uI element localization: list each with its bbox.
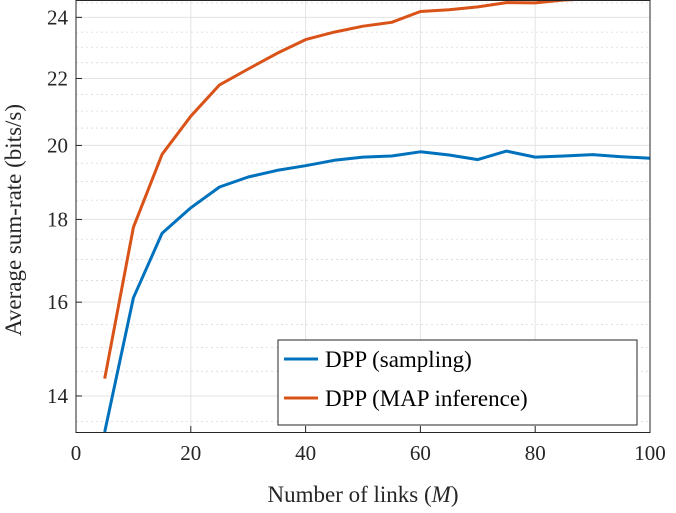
legend: DPP (sampling) DPP (MAP inference): [277, 339, 638, 426]
y-tick-label: 18: [47, 207, 68, 231]
x-tick-labels: 0 20 40 60 80 100: [71, 441, 666, 465]
y-tick-label: 24: [47, 5, 69, 29]
y-tick-label: 22: [47, 66, 68, 90]
x-tick-label: 80: [525, 441, 546, 465]
x-axis-title-text: Number of links (: [267, 482, 431, 507]
x-axis-title-variable: M: [431, 482, 453, 507]
series-line-0: [103, 149, 651, 433]
y-tick-label: 16: [47, 290, 68, 314]
x-tick-label: 0: [71, 441, 82, 465]
legend-box: [277, 339, 638, 426]
x-tick-label: 100: [634, 441, 666, 465]
legend-label-map-inference: DPP (MAP inference): [325, 386, 528, 411]
y-tick-label: 14: [47, 384, 69, 408]
x-axis-title: Number of links (M): [267, 482, 458, 507]
y-tick-labels: 14 16 18 20 22 24: [47, 5, 69, 408]
y-tick-label: 20: [47, 133, 68, 157]
x-tick-label: 20: [180, 441, 201, 465]
legend-label-sampling: DPP (sampling): [325, 347, 472, 372]
y-axis-title: Average sum-rate (bits/s): [1, 104, 26, 336]
x-tick-label: 60: [410, 441, 431, 465]
tick-marks: [75, 16, 651, 432]
plot-area-frame: [75, 0, 651, 433]
x-axis-title-close: ): [451, 482, 459, 507]
x-tick-label: 40: [295, 441, 316, 465]
